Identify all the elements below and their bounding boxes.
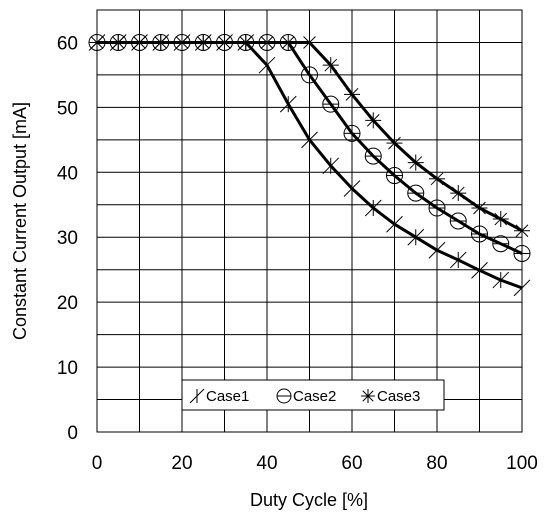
marker-stroke: [175, 36, 189, 49]
data-point: [429, 170, 445, 187]
data-point: [428, 241, 446, 259]
y-tick-label: 20: [57, 293, 78, 314]
data-point: [364, 199, 382, 217]
x-axis-label: Duty Cycle [%]: [250, 490, 368, 510]
data-point: [322, 157, 340, 175]
marker-stroke: [239, 36, 253, 49]
marker-stroke: [451, 186, 465, 200]
y-axis-label: Constant Current Output [mA]: [10, 102, 30, 340]
data-point: [365, 112, 382, 129]
marker-stroke: [473, 201, 486, 215]
data-point: [471, 225, 488, 243]
data-point: [513, 244, 531, 262]
legend-label: Case2: [293, 388, 336, 405]
x-tick-label: 80: [426, 453, 447, 474]
marker-stroke: [196, 36, 210, 49]
marker-stroke: [90, 36, 104, 49]
x-tick-label: 20: [171, 453, 192, 474]
x-tick-labels: 0 20 40 60 80 100: [92, 453, 538, 474]
marker-stroke: [515, 224, 529, 238]
data-point: [343, 180, 361, 197]
marker-stroke: [362, 390, 374, 402]
data-point: [174, 34, 190, 51]
data-point: [322, 95, 340, 113]
data-point: [280, 34, 297, 51]
legend-entry-3: Case3: [361, 388, 420, 405]
data-point: [195, 34, 212, 51]
data-point: [216, 34, 233, 51]
data-point: [492, 211, 509, 228]
y-tick-label: 40: [57, 163, 78, 184]
y-tick-label: 30: [57, 228, 78, 249]
data-point: [513, 279, 531, 297]
marker-stroke: [409, 156, 423, 169]
legend-marker: [189, 388, 205, 404]
x-tick-label: 60: [341, 453, 362, 474]
y-tick-label: 0: [67, 423, 78, 444]
data-point: [301, 131, 318, 149]
data-point: [301, 34, 318, 51]
data-point: [386, 135, 403, 152]
marker-stroke: [345, 88, 359, 101]
x-tick-label: 0: [92, 453, 103, 474]
legend-label: Case3: [377, 388, 420, 405]
data-point: [514, 222, 530, 239]
x-tick-label: 40: [256, 453, 277, 474]
marker-stroke: [324, 58, 338, 72]
data-point: [344, 86, 360, 103]
x-tick-label: 100: [506, 453, 538, 474]
data-point: [343, 124, 361, 142]
marker-stroke: [111, 36, 125, 49]
marker-stroke: [260, 36, 274, 49]
data-point: [131, 34, 148, 51]
series-3: [89, 34, 530, 239]
legend-marker: [276, 388, 292, 404]
marker-stroke: [303, 36, 316, 49]
data-point: [279, 95, 297, 113]
legend-box: [181, 379, 445, 411]
legend-label: Case1: [206, 388, 249, 405]
data-point: [450, 185, 467, 202]
data-point: [471, 200, 488, 217]
data-point: [237, 34, 254, 51]
data-point: [258, 56, 276, 74]
marker-stroke: [388, 136, 401, 150]
marker-stroke: [133, 36, 146, 49]
data-point: [407, 184, 425, 202]
data-point: [449, 212, 467, 230]
data-point: [89, 34, 105, 51]
data-point: [301, 66, 318, 84]
y-tick-labels: 0 10 20 30 40 50 60: [57, 33, 78, 444]
data-point: [110, 34, 127, 51]
data-point: [152, 34, 169, 51]
legend-marker: [361, 389, 375, 403]
y-tick-label: 50: [57, 98, 78, 119]
marker-stroke: [494, 212, 508, 226]
data-point: [492, 271, 510, 289]
y-tick-label: 60: [57, 33, 78, 54]
data-point: [428, 199, 446, 217]
data-point: [386, 215, 403, 233]
marker-stroke: [430, 172, 444, 186]
marker-stroke: [366, 114, 380, 127]
data-point: [322, 57, 339, 74]
data-point: [386, 167, 403, 185]
legend-entry-2: Case2: [276, 388, 336, 405]
data-point: [259, 34, 275, 51]
data-point: [407, 154, 424, 171]
data-point: [364, 147, 382, 165]
legend-entry-1: Case1: [189, 388, 249, 405]
data-point: [407, 228, 425, 246]
data-point: [492, 235, 510, 253]
y-tick-label: 10: [57, 358, 78, 379]
marker-stroke: [154, 36, 168, 49]
marker-stroke: [281, 36, 295, 49]
data-point: [471, 261, 488, 279]
data-point: [449, 251, 467, 269]
legend: Case1 Case2 Case3: [181, 379, 445, 411]
series-layer: [88, 33, 531, 297]
marker-stroke: [218, 36, 231, 49]
